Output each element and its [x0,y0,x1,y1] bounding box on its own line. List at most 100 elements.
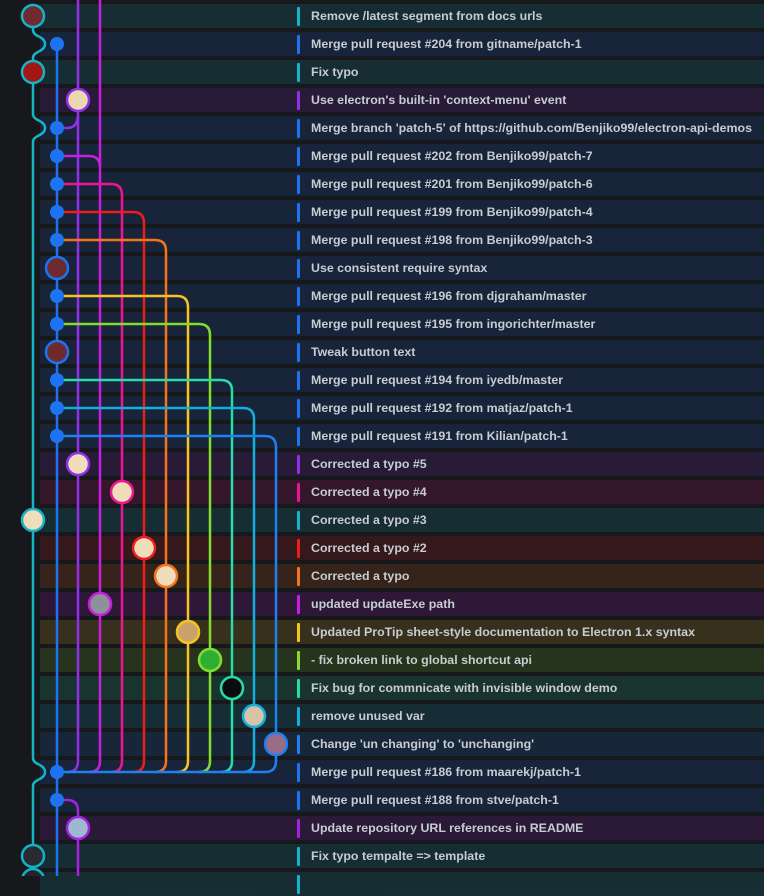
commit-message[interactable]: Remove /latest segment from docs urls [311,8,543,23]
commit-row[interactable] [40,648,764,672]
commit-message[interactable]: Merge pull request #191 from Kilian/patc… [311,428,568,443]
merge-commit-dot[interactable] [50,177,64,191]
branch-color-bar [297,203,300,222]
commit-message[interactable]: Merge pull request #199 from Benjiko99/p… [311,204,593,219]
commit-message[interactable]: - fix broken link to global shortcut api [311,652,532,667]
commit-row[interactable] [40,32,764,56]
commit-message[interactable]: Tweak button text [311,344,416,359]
merge-commit-dot[interactable] [50,233,64,247]
commit-message[interactable]: Corrected a typo [311,568,410,583]
merge-commit-dot[interactable] [50,793,64,807]
commit-avatar[interactable] [44,339,70,365]
commit-row[interactable] [40,704,764,728]
commit-row[interactable] [40,116,764,140]
commit-avatar[interactable] [219,675,245,701]
merge-commit-dot[interactable] [50,401,64,415]
commit-message[interactable]: Corrected a typo #2 [311,540,427,555]
commit-avatar[interactable] [21,867,45,876]
commit-row[interactable] [40,340,764,364]
commit-avatar[interactable] [65,815,91,841]
branch-color-bar [297,231,300,250]
commit-row[interactable] [40,508,764,532]
commit-message[interactable]: Merge pull request #186 from maarekj/pat… [311,764,581,779]
commit-row[interactable] [40,536,764,560]
commit-avatar[interactable] [131,535,157,561]
commit-message[interactable]: Merge pull request #201 from Benjiko99/p… [311,176,593,191]
commit-row[interactable] [40,592,764,616]
commit-message[interactable]: Merge pull request #194 from iyedb/maste… [311,372,564,387]
commit-message[interactable]: Merge pull request #204 from gitname/pat… [311,36,582,51]
merge-commit-dot[interactable] [50,289,64,303]
commit-message[interactable]: Update repository URL references in READ… [311,820,584,835]
commit-message[interactable]: Merge pull request #192 from matjaz/patc… [311,400,573,415]
commit-avatar[interactable] [20,843,46,869]
commit-avatar[interactable] [65,87,91,113]
commit-message[interactable]: Use consistent require syntax [311,260,488,275]
branch-color-bar [297,119,300,138]
commit-message[interactable]: Corrected a typo #3 [311,512,427,527]
commit-row[interactable] [40,480,764,504]
branch-line-teal [31,16,47,876]
commit-message[interactable]: Merge pull request #195 from ingorichter… [311,316,596,331]
commit-row[interactable] [40,172,764,196]
commit-avatar[interactable] [20,59,46,85]
commit-message[interactable]: Merge pull request #196 from djgraham/ma… [311,288,587,303]
commit-row[interactable] [40,144,764,168]
commit-message[interactable]: Fix bug for commnicate with invisible wi… [311,680,618,695]
branch-color-bar [297,63,300,82]
commit-message[interactable]: Merge pull request #198 from Benjiko99/p… [311,232,593,247]
commit-message[interactable]: updated updateExe path [311,596,455,611]
commit-message[interactable]: Updated ProTip sheet-style documentation… [311,624,695,639]
commit-row[interactable] [40,844,764,868]
commit-row[interactable] [40,60,764,84]
branch-line-orange [57,238,168,774]
commit-row[interactable] [40,4,764,28]
commit-avatar[interactable] [241,703,267,729]
commit-avatar[interactable] [175,619,201,645]
merge-commit-dot[interactable] [50,317,64,331]
commit-row[interactable] [40,88,764,112]
merge-commit-dot[interactable] [50,37,64,51]
branch-color-bar [297,287,300,306]
branch-color-bar [297,651,300,670]
branch-color-bar [297,35,300,54]
merge-commit-dot[interactable] [50,765,64,779]
commit-row[interactable] [40,256,764,280]
commit-avatar[interactable] [153,563,179,589]
branch-color-bar [297,539,300,558]
commit-message[interactable]: Merge pull request #188 from stve/patch-… [311,792,559,807]
commit-row[interactable] [40,816,764,840]
commit-message[interactable]: Fix typo [311,64,359,79]
merge-commit-dot[interactable] [50,149,64,163]
commit-row[interactable] [40,676,764,700]
commit-row[interactable] [40,200,764,224]
commit-avatar[interactable] [263,731,289,757]
commit-message[interactable]: Merge pull request #202 from Benjiko99/p… [311,148,593,163]
branch-color-bar [297,819,300,838]
commit-message[interactable]: Change 'un changing' to 'unchanging' [311,736,535,751]
merge-commit-dot[interactable] [50,373,64,387]
commit-message[interactable]: Fix typo tempalte => template [311,848,486,863]
git-history-panel: { "panel": {"type": "git-commit-graph"},… [20,0,764,896]
commit-row[interactable] [40,788,764,812]
commit-avatar[interactable] [44,255,70,281]
commit-message[interactable]: Merge branch 'patch-5' of https://github… [311,120,752,135]
commit-message[interactable]: Corrected a typo #5 [311,456,427,471]
commit-message[interactable]: Use electron's built-in 'context-menu' e… [311,92,567,107]
commit-message[interactable]: remove unused var [311,708,425,723]
merge-commit-dot[interactable] [50,429,64,443]
commit-row[interactable] [40,732,764,756]
commit-row[interactable] [40,452,764,476]
commit-avatar[interactable] [197,647,223,673]
branch-color-bar [297,175,300,194]
commit-avatar[interactable] [87,591,113,617]
merge-commit-dot[interactable] [50,205,64,219]
commit-avatar[interactable] [109,479,135,505]
branch-color-bar [297,343,300,362]
commit-row[interactable] [40,620,764,644]
commit-message[interactable]: Corrected a typo #4 [311,484,427,499]
merge-commit-dot[interactable] [50,121,64,135]
commit-avatar[interactable] [20,3,46,29]
commit-avatar[interactable] [65,451,91,477]
commit-avatar[interactable] [20,507,46,533]
